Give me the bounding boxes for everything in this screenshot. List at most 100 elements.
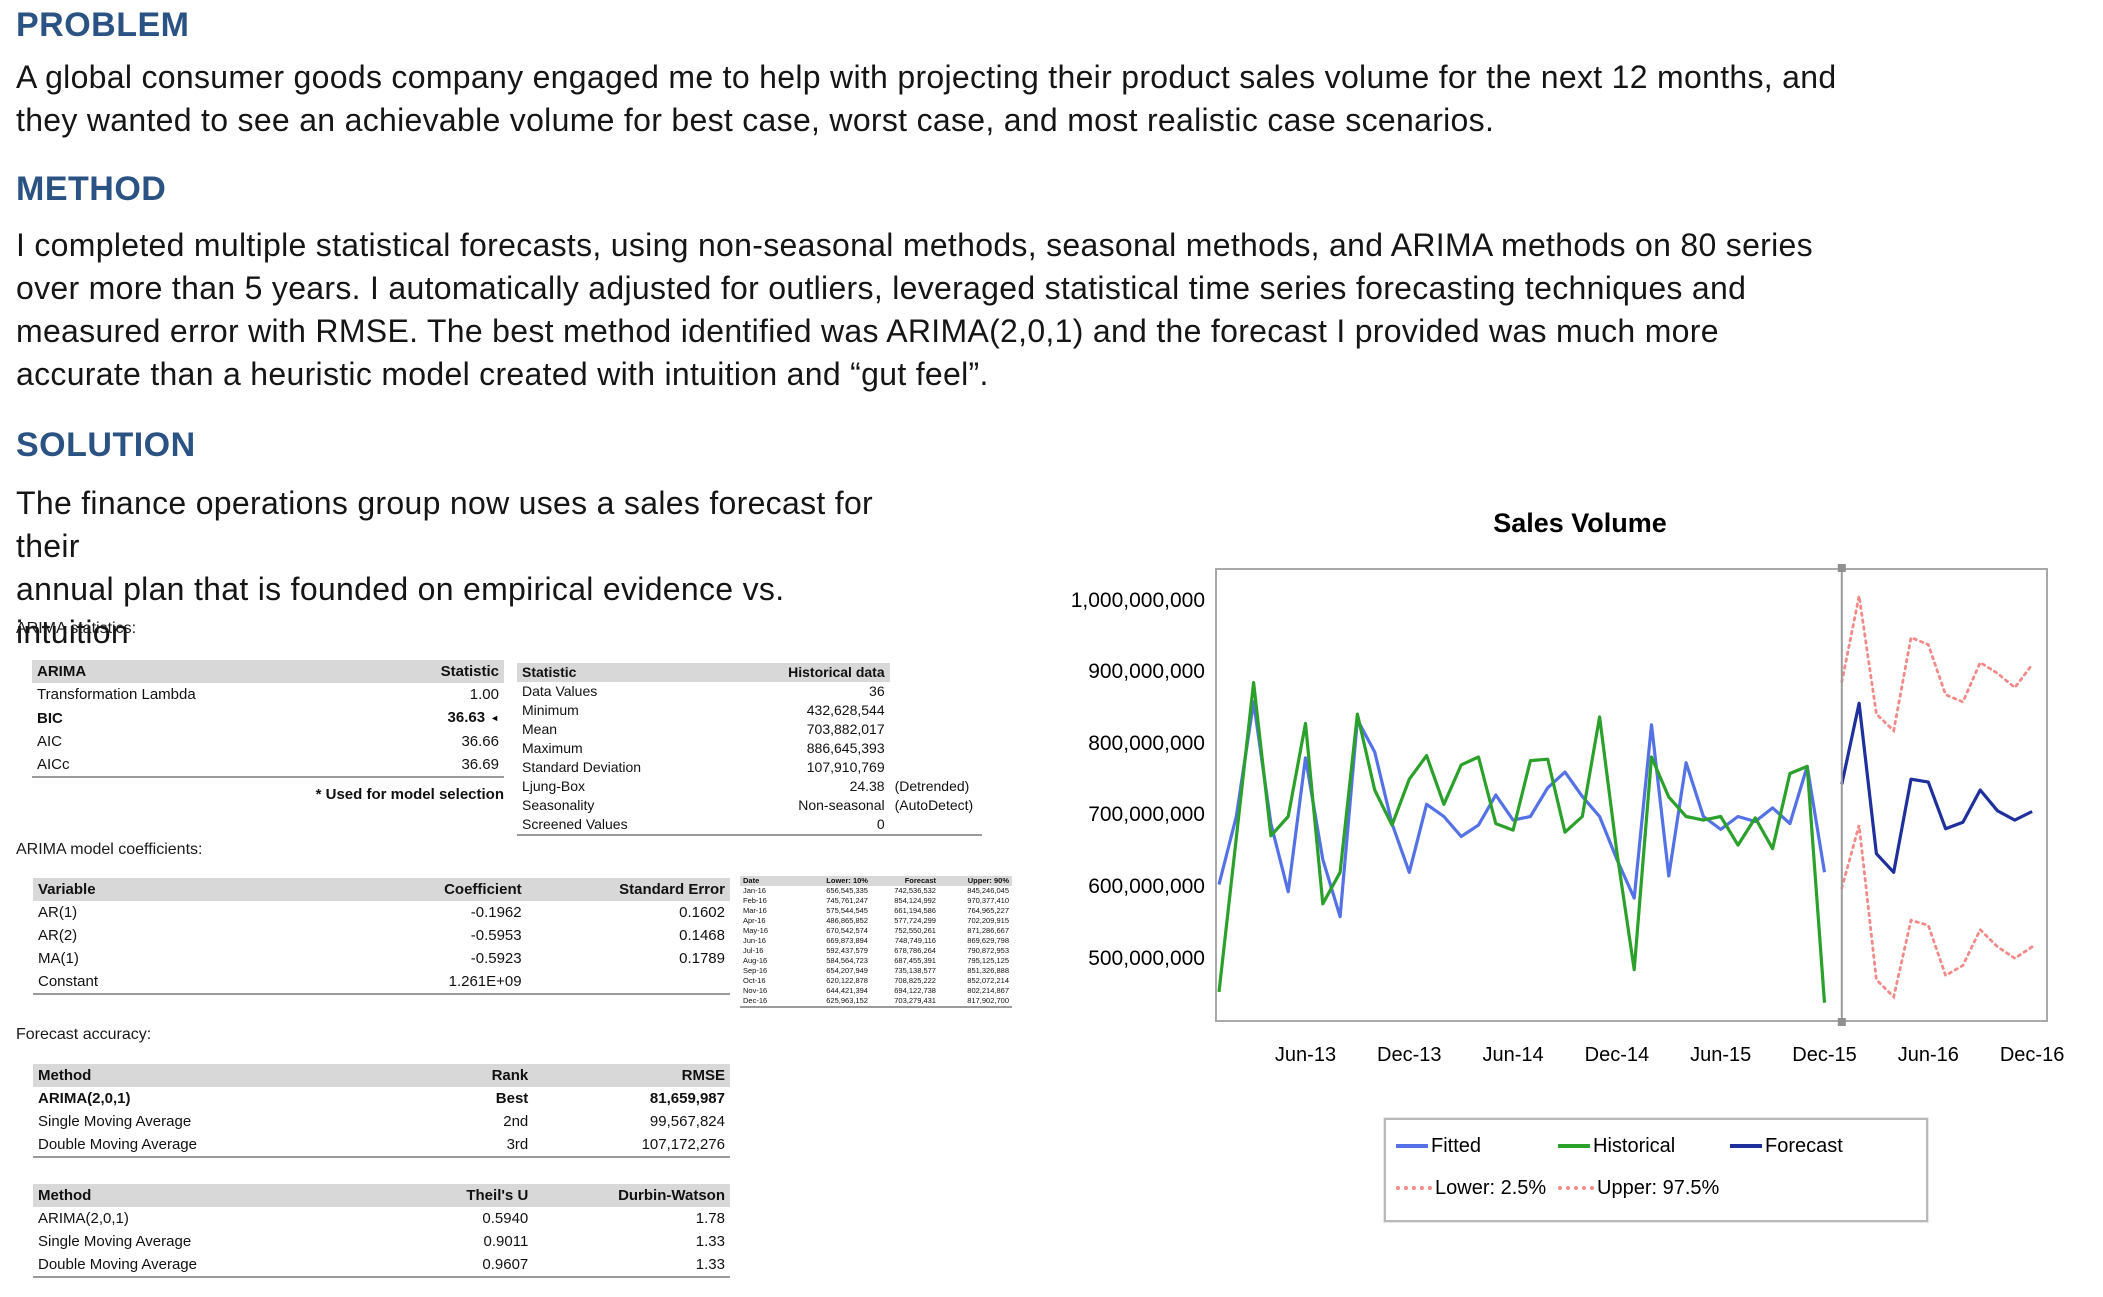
table-row: Nov-16 644,421,394 694,122,738 802,214,867 xyxy=(740,986,1012,996)
table-header-row: Variable Coefficient Standard Error xyxy=(33,878,730,901)
y-axis-tick-label: 600,000,000 xyxy=(1088,875,1205,899)
legend-item-lower-bound: Lower: 2.5% xyxy=(1396,1176,1546,1200)
series-upper-97-5 xyxy=(1840,595,2034,734)
column-header: Historical data xyxy=(709,663,890,682)
series-historical xyxy=(1217,680,1827,1003)
table-cell: 584,564,723 xyxy=(826,956,868,965)
column-header: Statistic xyxy=(517,663,710,682)
table-row: Minimum 432,628,544 xyxy=(517,701,982,720)
table-cell: 1.33 xyxy=(695,1233,725,1250)
x-axis-tick-label: Jun-14 xyxy=(1482,1044,1544,1066)
table-cell: -0.5953 xyxy=(470,927,522,944)
table-cell: ARIMA(2,0,1) xyxy=(38,1090,131,1107)
table-cell: Data Values xyxy=(522,683,598,699)
solution-body: The finance operations group now uses a … xyxy=(16,485,873,650)
table-cell: AIC xyxy=(37,733,63,750)
table-cell: -0.1962 xyxy=(470,904,522,921)
column-header: ARIMA xyxy=(32,660,350,683)
x-axis-tick-label: Jun-13 xyxy=(1274,1044,1337,1066)
forecast-interval-table: Date Lower: 10% Forecast Upper: 90% Jan-16 65… xyxy=(740,876,1012,1008)
table-cell: 886,645,393 xyxy=(806,740,885,756)
table-cell: 620,122,878 xyxy=(826,976,868,985)
table-cell: Apr-16 xyxy=(743,916,766,925)
x-axis-tick-label: Dec-13 xyxy=(1377,1044,1442,1066)
table-cell: Screened Values xyxy=(522,816,628,832)
legend-item-upper-bound: Upper: 97.5% xyxy=(1558,1176,1719,1200)
table-cell: 592,437,579 xyxy=(826,946,868,955)
table-cell: Constant xyxy=(38,973,99,990)
table-cell: Sep-16 xyxy=(743,966,768,975)
table-row: Feb-16 745,761,247 854,124,992 970,377,410 xyxy=(740,896,1012,906)
table-cell: 0.1789 xyxy=(679,950,725,967)
x-axis-tick-label: Dec-15 xyxy=(1792,1044,1857,1066)
table-cell: 745,761,247 xyxy=(826,896,868,905)
table-cell: 852,072,214 xyxy=(967,976,1009,985)
y-axis-tick-label: 500,000,000 xyxy=(1088,946,1205,970)
model-selection-footnote: * Used for model selection xyxy=(315,786,504,803)
table-row: May-16 670,542,574 752,550,261 871,286,667 xyxy=(740,926,1012,936)
table-row: Double Moving Average 0.9607 1.33 xyxy=(33,1253,730,1277)
x-axis-tick-label: Dec-14 xyxy=(1584,1044,1650,1066)
table-cell: Non-seasonal xyxy=(798,797,885,813)
column-header: Standard Error xyxy=(526,878,730,901)
table-cell: 742,536,532 xyxy=(894,886,936,895)
table-cell: Ljung-Box xyxy=(522,778,586,794)
table-cell: 687,455,391 xyxy=(894,956,936,965)
table-cell: 0 xyxy=(876,816,885,832)
theils-u-table: Method Theil's U Durbin-Watson ARIMA(2,0,1)… xyxy=(33,1184,730,1278)
x-axis-tick-label: Dec-16 xyxy=(1999,1044,2065,1066)
table-cell: 748,749,116 xyxy=(894,936,936,945)
problem-body: A global consumer goods company engaged … xyxy=(16,59,1837,138)
table-row: Mean 703,882,017 xyxy=(517,720,982,739)
column-header: Theil's U xyxy=(376,1184,534,1207)
y-axis-tick-label: 1,000,000,000 xyxy=(1070,588,1205,612)
table-cell: (Detrended) xyxy=(894,778,970,794)
column-header: Method xyxy=(33,1184,377,1207)
legend-label-lower-bound: Lower: 2.5% xyxy=(1435,1176,1547,1199)
table-cell: Single Moving Average xyxy=(38,1233,192,1250)
table-cell xyxy=(890,758,982,777)
table-cell: Jul-16 xyxy=(743,946,764,955)
table-row: Sep-16 654,207,949 735,138,577 851,326,888 xyxy=(740,966,1012,976)
table-cell: Oct-16 xyxy=(743,976,766,985)
arima-statistics-label: ARIMA statistics: xyxy=(16,620,137,637)
legend-item-forecast: Forecast xyxy=(1730,1134,1843,1158)
lower-bound-line-swatch xyxy=(1396,1186,1432,1190)
table-cell: 107,172,276 xyxy=(641,1136,725,1153)
table-cell: 432,628,544 xyxy=(806,702,885,718)
table-row: Maximum 886,645,393 xyxy=(517,739,982,758)
table-row: Jul-16 592,437,579 678,786,264 790,872,953 xyxy=(740,946,1012,956)
table-cell: Feb-16 xyxy=(743,896,767,905)
table-header-row: Statistic Historical data xyxy=(517,663,982,682)
table-cell: 656,545,335 xyxy=(826,886,868,895)
legend-label-historical: Historical xyxy=(1593,1134,1676,1157)
table-cell: MA(1) xyxy=(38,950,79,967)
table-cell: 36.69 xyxy=(461,756,499,773)
arima-statistics-table: ARIMA Statistic Transformation Lambda 1.00 B… xyxy=(32,660,504,778)
table-cell: 764,965,227 xyxy=(967,906,1009,915)
table-cell: 790,872,953 xyxy=(967,946,1009,955)
x-axis-tick-label: Jun-16 xyxy=(1897,1044,1959,1066)
table-row: BIC 36.63 ◄ xyxy=(32,706,504,730)
table-cell xyxy=(890,815,982,835)
fitted-line-swatch xyxy=(1396,1144,1428,1148)
method-body: I completed multiple statistical forecas… xyxy=(16,227,1813,392)
table-cell: 703,882,017 xyxy=(806,721,885,737)
table-row: Dec-16 625,963,152 703,279,431 817,902,700 xyxy=(740,996,1012,1007)
problem-heading: PROBLEM xyxy=(16,6,190,44)
table-row: Standard Deviation 107,910,769 xyxy=(517,758,982,777)
rmse-table: Method Rank RMSE ARIMA(2,0,1) Best 81,659,987… xyxy=(33,1064,730,1158)
table-cell: 1.78 xyxy=(695,1210,725,1227)
table-cell: Nov-16 xyxy=(743,986,768,995)
table-cell: Best xyxy=(495,1090,529,1107)
column-header: Forecast xyxy=(870,876,939,886)
table-cell: AR(2) xyxy=(38,927,78,944)
table-cell: AR(1) xyxy=(38,904,78,921)
table-header-row: Method Theil's U Durbin-Watson xyxy=(33,1184,730,1207)
table-cell: 0.5940 xyxy=(482,1210,529,1227)
column-header: Statistic xyxy=(349,660,504,683)
table-cell: -0.5923 xyxy=(470,950,522,967)
model-selection-marker-icon: ◄ xyxy=(490,713,499,723)
solution-heading: SOLUTION xyxy=(16,426,196,464)
